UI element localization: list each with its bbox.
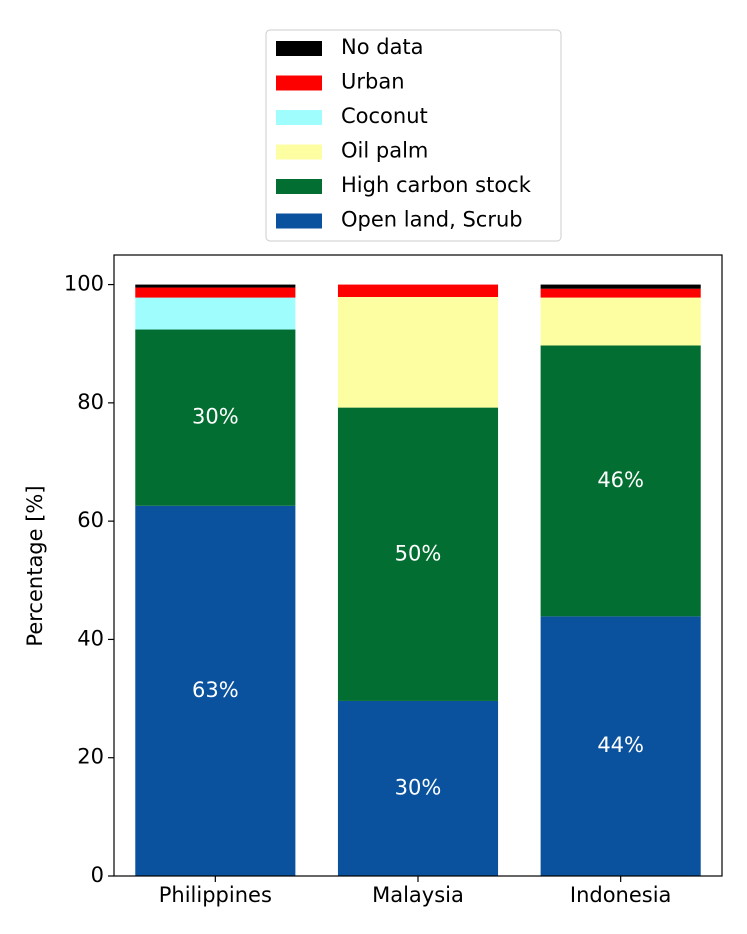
legend-label: Oil palm xyxy=(341,139,428,163)
value-label: 63% xyxy=(192,678,239,702)
bar-segment xyxy=(135,505,296,876)
legend-label: Open land, Scrub xyxy=(341,208,523,232)
bar-segment xyxy=(337,700,499,876)
value-label: 50% xyxy=(395,541,442,565)
y-tick-label: 20 xyxy=(77,745,104,769)
y-tick-label: 40 xyxy=(77,626,104,650)
bar-segment xyxy=(337,284,499,297)
legend-swatch xyxy=(276,41,322,56)
x-tick-label: Malaysia xyxy=(372,883,464,907)
bar-segment xyxy=(540,284,701,289)
bar-segment xyxy=(135,329,296,506)
value-label: 46% xyxy=(597,468,644,492)
legend-label: No data xyxy=(341,35,424,59)
bar-segment xyxy=(135,297,296,330)
y-tick-label: 0 xyxy=(91,863,104,887)
y-axis-label: Percentage [%] xyxy=(23,485,47,646)
bar-segment xyxy=(135,287,296,298)
bar-segment xyxy=(540,345,701,617)
legend-label: High carbon stock xyxy=(341,173,532,197)
legend-label: Coconut xyxy=(341,104,428,128)
bar-segment xyxy=(135,284,296,288)
plot-frame xyxy=(113,254,723,877)
bar-segment xyxy=(337,407,499,701)
x-tick-label: Philippines xyxy=(159,883,272,907)
legend-label: Urban xyxy=(341,70,405,94)
bar-segment xyxy=(540,288,701,298)
legend-box xyxy=(265,29,562,242)
y-tick-label: 60 xyxy=(77,508,104,532)
legend-swatch xyxy=(276,75,322,91)
legend-swatch xyxy=(276,144,322,160)
value-label: 44% xyxy=(597,733,644,757)
value-label: 30% xyxy=(395,775,442,799)
y-tick-label: 100 xyxy=(64,272,104,296)
y-tick-label: 80 xyxy=(77,390,104,414)
value-label: 30% xyxy=(192,405,239,429)
legend-swatch xyxy=(276,213,322,229)
legend-swatch xyxy=(276,110,322,125)
legend-swatch xyxy=(276,179,322,194)
bar-segment xyxy=(540,297,701,346)
x-tick-label: Indonesia xyxy=(570,883,672,907)
bar-segment xyxy=(540,616,701,876)
bar-segment xyxy=(337,296,499,408)
